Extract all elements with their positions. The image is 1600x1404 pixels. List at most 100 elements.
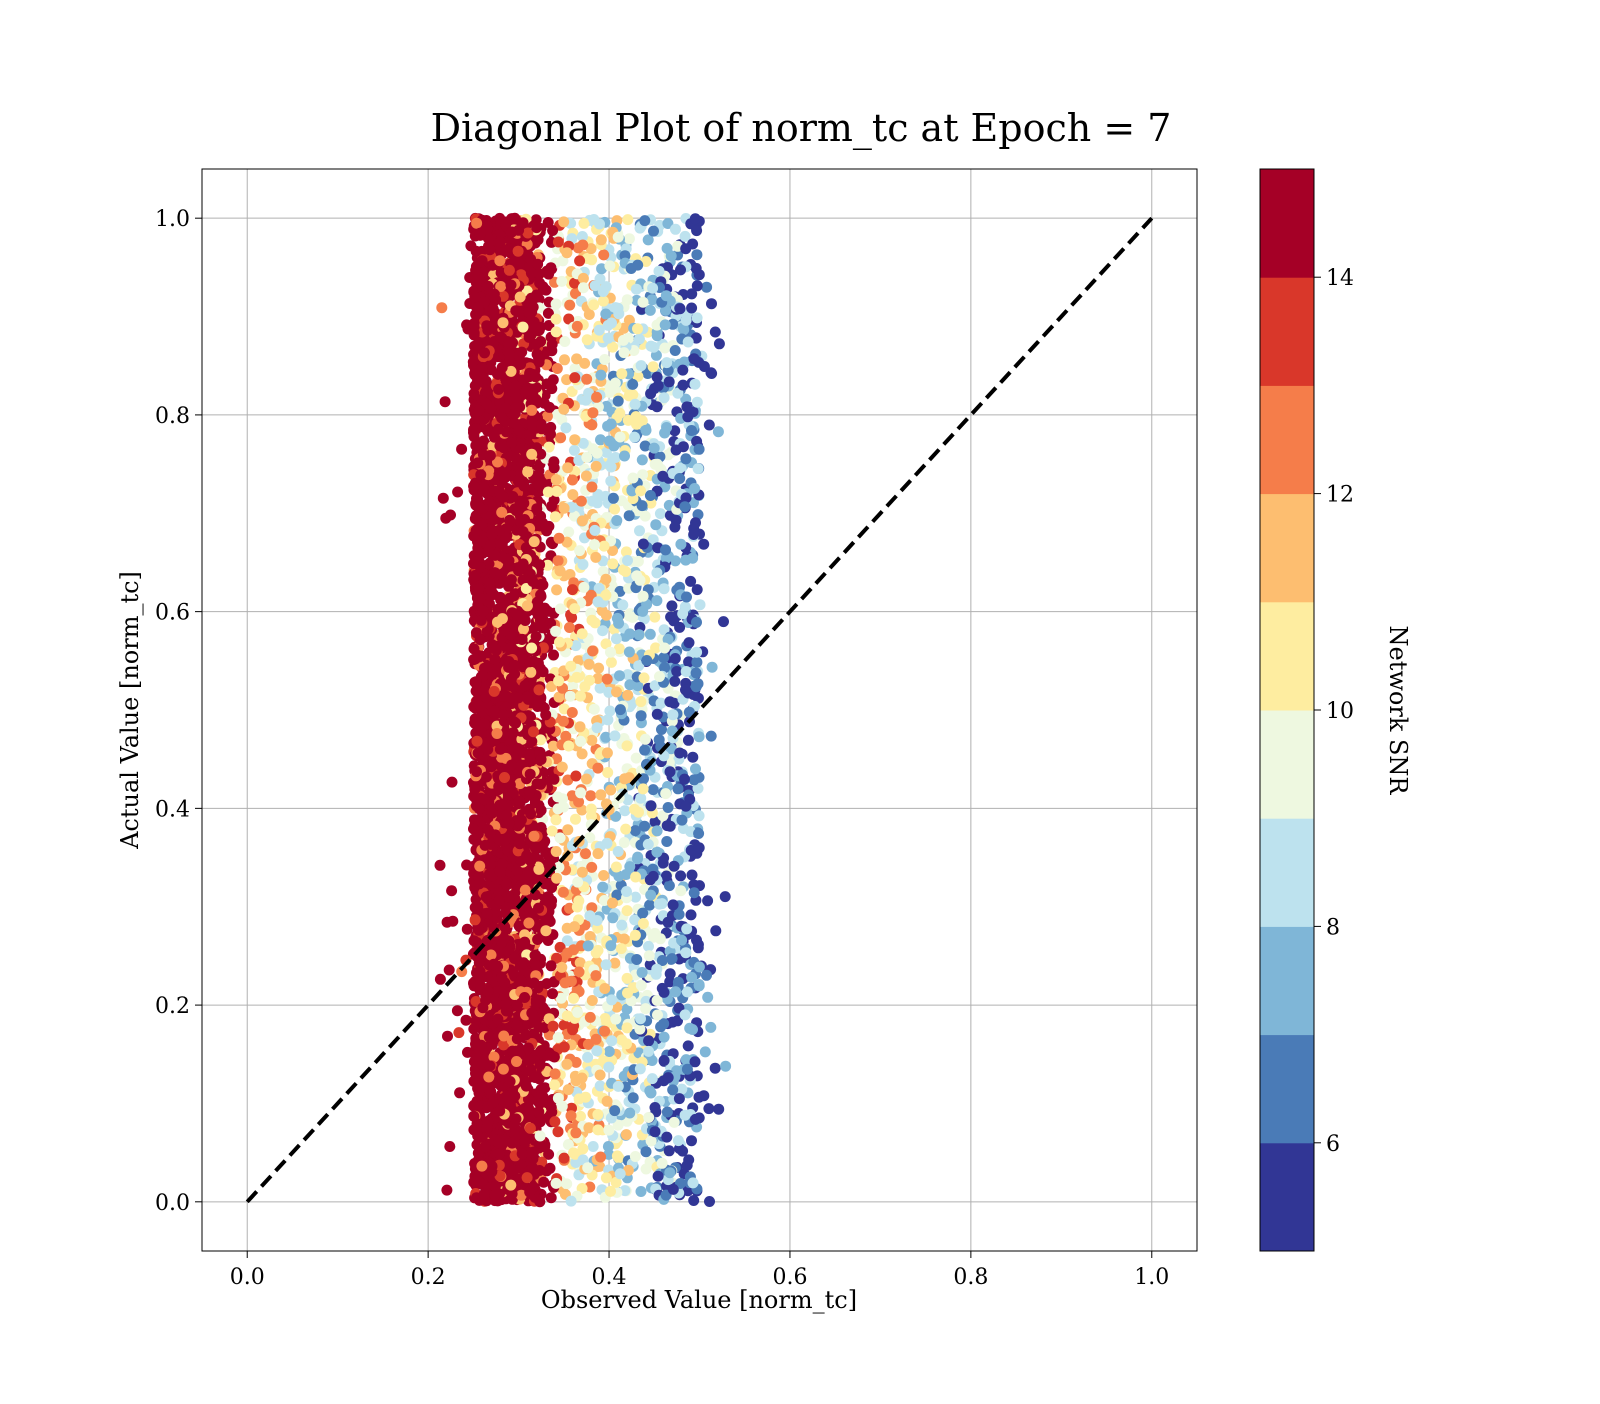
scatter-point xyxy=(568,993,579,1004)
scatter-point xyxy=(478,436,489,447)
scatter-point xyxy=(675,264,686,275)
scatter-point xyxy=(570,814,581,825)
scatter-point xyxy=(667,709,678,720)
scatter-point xyxy=(579,218,590,229)
scatter-point xyxy=(667,1084,678,1095)
scatter-point xyxy=(575,721,586,732)
scatter-point xyxy=(659,428,670,439)
scatter-point xyxy=(621,869,632,880)
scatter-point xyxy=(624,233,635,244)
scatter-point xyxy=(689,483,700,494)
scatter-point xyxy=(624,628,635,639)
scatter-point xyxy=(678,441,689,452)
scatter-point xyxy=(587,995,598,1006)
scatter-point xyxy=(549,1116,560,1127)
scatter-point xyxy=(602,767,613,778)
scatter-point xyxy=(544,402,555,413)
scatter-point xyxy=(670,224,681,235)
scatter-point xyxy=(678,380,689,391)
scatter-point xyxy=(710,925,721,936)
scatter-point xyxy=(520,680,531,691)
scatter-point xyxy=(691,617,702,628)
scatter-point xyxy=(681,315,692,326)
scatter-point xyxy=(546,345,557,356)
scatter-point xyxy=(652,401,663,412)
scatter-point xyxy=(551,584,562,595)
scatter-point xyxy=(551,1178,562,1189)
chart-title: Diagonal Plot of norm_tc at Epoch = 7 xyxy=(431,106,1172,151)
scatter-point xyxy=(610,1014,621,1025)
scatter-point xyxy=(641,1164,652,1175)
scatter-point xyxy=(461,1015,472,1026)
scatter-point xyxy=(657,1158,668,1169)
scatter-point xyxy=(677,608,688,619)
scatter-point xyxy=(636,360,647,371)
scatter-point xyxy=(710,327,721,338)
scatter-point xyxy=(571,353,582,364)
scatter-point xyxy=(603,333,614,344)
scatter-point xyxy=(567,475,578,486)
scatter-point xyxy=(632,853,643,864)
scatter-point xyxy=(644,1085,655,1096)
scatter-point xyxy=(442,917,453,928)
scatter-point xyxy=(488,304,499,315)
scatter-point xyxy=(658,652,669,663)
scatter-point xyxy=(555,565,566,576)
scatter-point xyxy=(694,961,705,972)
scatter-point xyxy=(553,555,564,566)
scatter-point xyxy=(562,824,573,835)
scatter-point xyxy=(702,992,713,1003)
scatter-point xyxy=(445,510,456,521)
scatter-point xyxy=(674,463,685,474)
scatter-point xyxy=(438,493,449,504)
scatter-point xyxy=(691,249,702,260)
scatter-point xyxy=(546,501,557,512)
scatter-point xyxy=(584,910,595,921)
scatter-point xyxy=(692,280,703,291)
scatter-point xyxy=(583,1122,594,1133)
scatter-point xyxy=(602,747,613,758)
scatter-point xyxy=(706,298,717,309)
scatter-point xyxy=(551,314,562,325)
scatter-point xyxy=(577,867,588,878)
scatter-point xyxy=(598,870,609,881)
scatter-point xyxy=(690,763,701,774)
scatter-point xyxy=(635,793,646,804)
scatter-point xyxy=(685,576,696,587)
scatter-point xyxy=(713,1104,724,1115)
scatter-point xyxy=(495,592,506,603)
scatter-point xyxy=(507,1046,518,1057)
scatter-point xyxy=(588,1141,599,1152)
scatter-point xyxy=(718,616,729,627)
scatter-point xyxy=(535,1131,546,1142)
scatter-point xyxy=(701,282,712,293)
scatter-point xyxy=(633,556,644,567)
scatter-point xyxy=(694,269,705,280)
scatter-point xyxy=(640,1003,651,1014)
scatter-point xyxy=(615,432,626,443)
scatter-point xyxy=(704,420,715,431)
scatter-point xyxy=(675,303,686,314)
scatter-point xyxy=(561,1178,572,1189)
scatter-point xyxy=(564,300,575,311)
scatter-point xyxy=(692,312,703,323)
scatter-point xyxy=(564,622,575,633)
scatter-point xyxy=(714,338,725,349)
scatter-point xyxy=(574,255,585,266)
scatter-point xyxy=(570,771,581,782)
scatter-point xyxy=(619,347,630,358)
scatter-point xyxy=(596,234,607,245)
scatter-point xyxy=(604,1046,615,1057)
scatter-point xyxy=(513,425,524,436)
scatter-point xyxy=(441,1185,452,1196)
scatter-point xyxy=(693,463,704,474)
scatter-point xyxy=(567,1024,578,1035)
scatter-point xyxy=(664,880,675,891)
scatter-point xyxy=(674,622,685,633)
scatter-point xyxy=(584,675,595,686)
scatter-point xyxy=(546,1192,557,1203)
scatter-point xyxy=(646,341,657,352)
scatter-point xyxy=(453,1027,464,1038)
scatter-point xyxy=(686,1135,697,1146)
